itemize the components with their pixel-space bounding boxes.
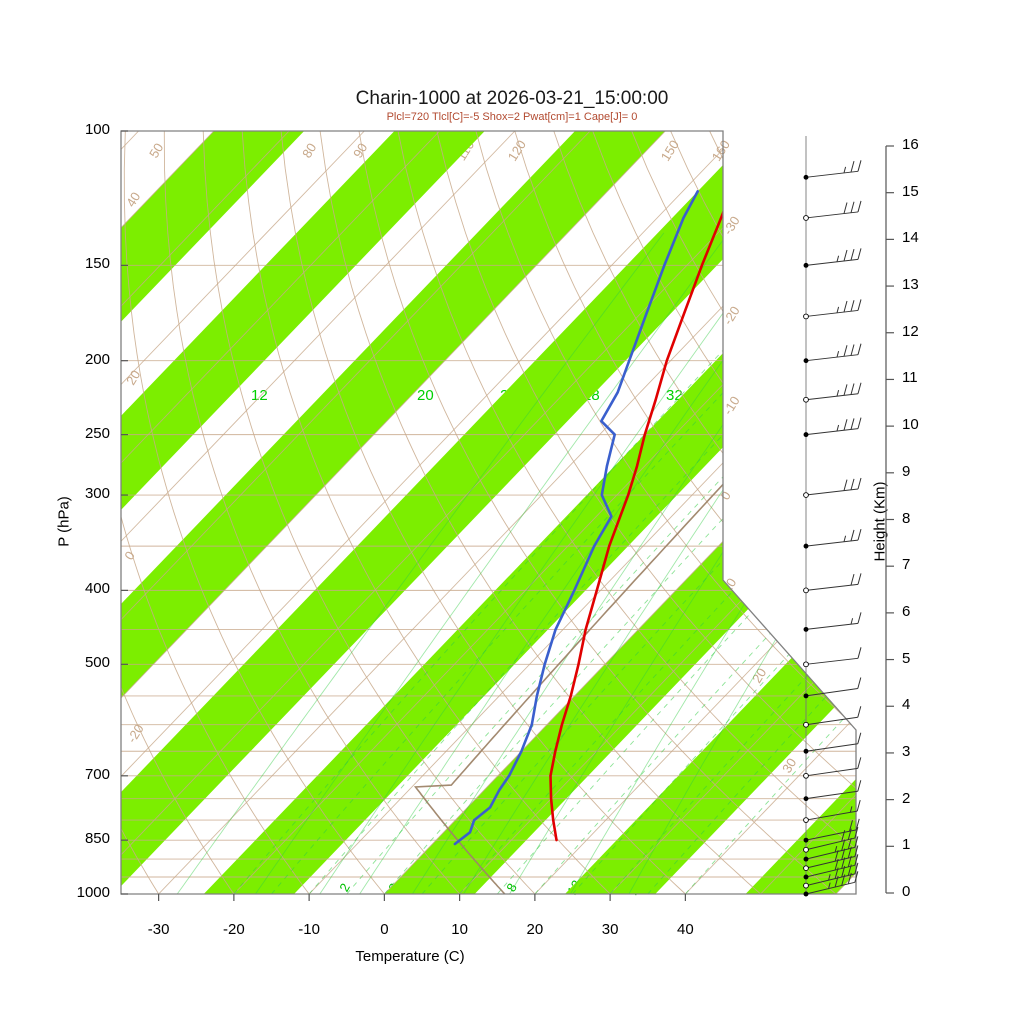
pressure-tick-label: 700 [84,765,110,783]
height-tick-label: 8 [902,509,911,527]
green-humidity-bands [121,131,856,894]
dewpoint-curve [453,190,699,846]
pressure-tick-label: 100 [84,121,110,138]
height-tick-label: 12 [902,322,919,340]
x-axis-label: Temperature (C) [355,948,465,965]
temperature-tick-label: 20 [526,921,544,938]
temperature-tick-label: 40 [677,921,694,938]
temperature-tick-label: -30 [147,921,170,938]
temperature-axis [158,894,686,901]
wind-barb [805,200,862,219]
wind-barb [805,299,862,317]
wind-barb [805,160,862,178]
wind-barb-column [803,136,862,897]
wind-barb [805,757,862,777]
page-title: Charin-1000 at 2026-03-21_15:00:00 [355,88,669,109]
pressure-tick-label: 200 [84,350,110,368]
wind-barb [805,612,862,630]
height-tick-label: 0 [902,883,911,900]
temperature-tick-label: 0 [380,921,389,938]
wind-barb [805,677,862,697]
temperature-tick-label: 10 [451,921,468,938]
pressure-tick-label: 850 [84,830,110,848]
temperature-tick-label: -10 [298,921,320,938]
mixing-ratio-label-mid: 20 [417,387,434,404]
mixing-ratio-lines [176,232,856,894]
pressure-axis [121,130,128,895]
height-tick-label: 7 [902,556,911,574]
height-tick-label: 5 [902,649,911,667]
wind-barb [805,780,862,800]
height-axis [885,145,894,894]
wind-barb [805,382,862,401]
pressure-tick-label: 300 [84,485,110,503]
wind-barb [805,647,862,665]
wind-barb [805,706,862,726]
wind-barb [805,477,862,496]
height-tick-label: 9 [902,462,911,480]
mixing-ratio-label-mid: 12 [251,387,268,404]
wind-barb [805,818,860,841]
temperature-tick-label: 30 [601,921,619,938]
height-tick-label: 4 [902,696,911,714]
wind-barb [805,528,862,547]
wind-barb [805,248,862,266]
height-tick-label: 16 [902,136,919,153]
height-tick-label: 15 [902,182,919,200]
wind-barb [805,732,862,752]
parcel-summary: Plcl=720 Tlcl[C]=-5 Shox=2 Pwat[cm]=1 Ca… [386,111,638,123]
pressure-tick-label: 150 [84,255,110,273]
pressure-tick-label: 400 [84,580,110,598]
pressure-tick-label: 500 [84,654,110,672]
wind-barb [805,417,862,436]
wind-barb [805,573,862,591]
wind-barb [805,800,861,821]
height-tick-label: 11 [902,369,918,387]
height-tick-label: 10 [902,416,919,434]
height-tick-label: 6 [902,602,911,620]
pressure-tick-label: 1000 [76,884,110,901]
height-tick-label: 2 [902,789,911,807]
height-tick-label: 14 [902,229,919,247]
temperature-tick-label: -20 [223,921,245,938]
temperature-curve [549,190,733,842]
height-tick-label: 13 [902,276,919,294]
moist-adiabat-lines [233,131,856,894]
pressure-tick-label: 250 [84,424,110,442]
height-tick-label: 1 [902,836,911,854]
wind-barb [805,343,862,362]
wind-barb [805,836,859,860]
height-tick-label: 3 [902,742,911,760]
